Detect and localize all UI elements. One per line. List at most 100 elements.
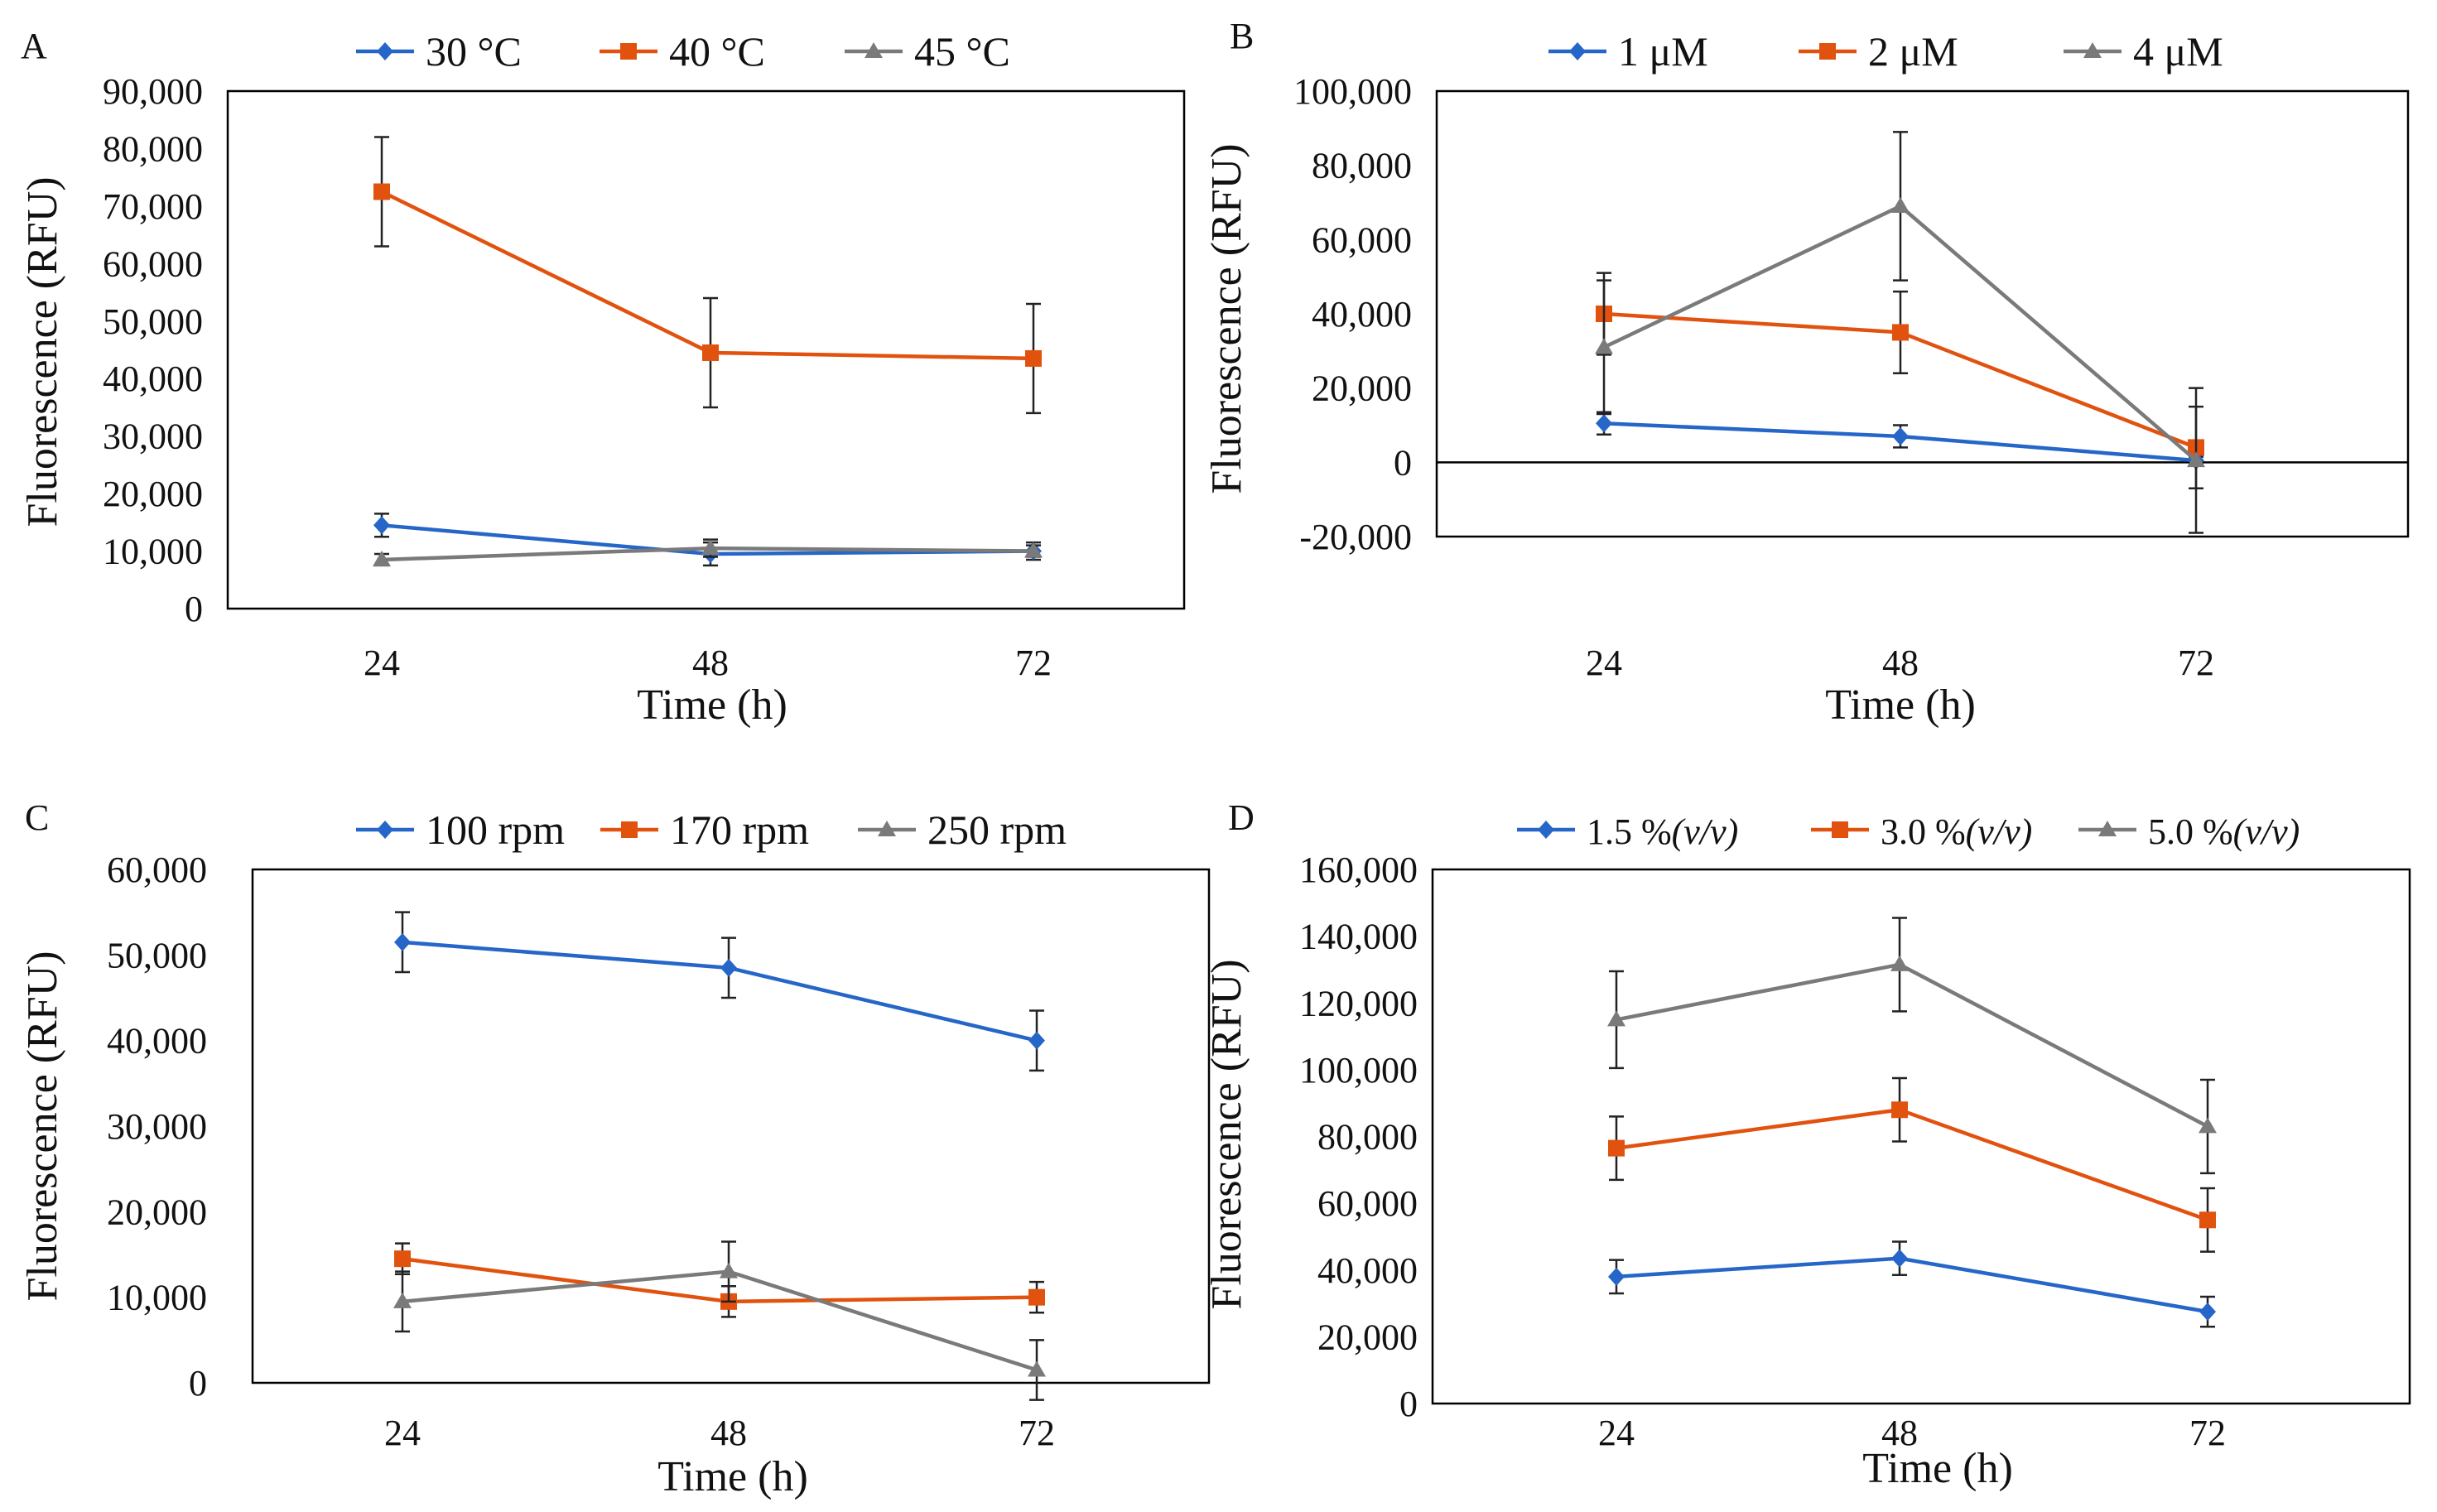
legend-item-3: 45 °C <box>845 28 1010 75</box>
legend-marker <box>2098 821 2117 836</box>
legend-item-2: 170 rpm <box>600 807 809 853</box>
y-tick-label: 20,000 <box>103 474 203 514</box>
plot-area-frame <box>251 868 1211 1384</box>
series-3 <box>1595 131 2205 534</box>
x-axis-title: Time (h) <box>1825 681 1976 729</box>
data-point <box>1890 955 1909 971</box>
data-point <box>2199 1303 2216 1322</box>
legend-item-3: 4 μM <box>2064 28 2223 75</box>
data-point <box>701 539 720 556</box>
legend-marker <box>1538 821 1554 839</box>
y-tick-label: 0 <box>1399 1384 1418 1424</box>
y-tick-label: 20,000 <box>1317 1317 1418 1357</box>
legend-marker <box>620 43 637 60</box>
x-axis-title: Time (h) <box>657 1453 808 1500</box>
legend-marker <box>865 42 883 58</box>
data-point <box>720 1262 738 1278</box>
y-tick-label: 30,000 <box>103 417 203 457</box>
legend-label: 1 μM <box>1618 28 1708 75</box>
series-2 <box>394 1242 1045 1318</box>
y-tick-label: 100,000 <box>1299 1050 1418 1091</box>
y-tick-label: 40,000 <box>1312 294 1412 335</box>
series-1 <box>394 911 1045 1072</box>
panel-a-label: A <box>21 26 47 66</box>
series-2 <box>1608 1076 2216 1253</box>
series-2 <box>1596 272 2204 489</box>
x-tick-label: 72 <box>2189 1413 2226 1453</box>
legend-label: 100 rpm <box>426 807 565 853</box>
legend-label: 1.5 %(v/v) <box>1587 811 1738 852</box>
x-tick-label: 48 <box>1882 643 1919 683</box>
series-line <box>381 190 1034 361</box>
legend-marker <box>377 821 393 839</box>
legend-marker <box>1569 42 1586 60</box>
legend-label: 2 μM <box>1868 28 1958 75</box>
x-tick-label: 24 <box>1586 643 1622 683</box>
y-tick-label: 140,000 <box>1299 917 1418 957</box>
data-point <box>702 344 719 361</box>
plot-area-frame <box>1435 89 2410 538</box>
x-tick-label: 72 <box>1019 1413 1055 1453</box>
data-point <box>373 550 391 566</box>
legend-item-2: 2 μM <box>1799 28 1958 75</box>
panel-d: D 0 20,000 40,000 60,000 80,000 100,000 120,00… <box>1203 797 2411 1492</box>
y-tick-label: 40,000 <box>107 1021 207 1062</box>
legend-item-2: 3.0 %(v/v) <box>1811 811 2032 852</box>
panel-c-label: C <box>25 797 49 838</box>
y-tick-label: 50,000 <box>103 301 203 342</box>
data-point <box>1891 1249 1908 1268</box>
plot-area-frame <box>226 89 1186 610</box>
data-point <box>2187 451 2205 468</box>
data-point <box>373 183 390 200</box>
y-tick-label: 60,000 <box>1312 219 1412 260</box>
x-tick-label: 72 <box>2178 643 2214 683</box>
legend-item-1: 30 °C <box>356 28 522 75</box>
legend-marker <box>1832 821 1848 838</box>
data-point <box>1025 349 1042 367</box>
legend-marker <box>2083 42 2102 58</box>
legend-item-1: 1 μM <box>1548 28 1708 75</box>
panel-c: C 0 10,000 20,000 30,000 40,000 50,000 60,000 2… <box>19 797 1211 1500</box>
data-point <box>1028 1288 1045 1306</box>
legend-label: 3.0 %(v/v) <box>1881 811 2032 852</box>
y-tick-label: 10,000 <box>103 532 203 572</box>
data-point <box>2199 1117 2217 1134</box>
data-point <box>393 1292 412 1308</box>
y-axis-title: Fluorescence (RFU) <box>1203 959 1250 1309</box>
data-point <box>720 958 737 977</box>
y-tick-label: 70,000 <box>103 186 203 227</box>
data-point <box>1596 414 1612 433</box>
data-point <box>394 1250 411 1268</box>
panel-b-label: B <box>1230 16 1254 56</box>
legend-marker <box>621 821 638 838</box>
x-tick-label: 24 <box>1598 1413 1635 1453</box>
series-3 <box>393 1240 1046 1401</box>
y-tick-label: 80,000 <box>1312 146 1412 186</box>
x-axis-title: Time (h) <box>1862 1445 2013 1492</box>
legend-label: 4 μM <box>2133 28 2223 75</box>
data-point <box>1892 324 1909 341</box>
legend-label: 30 °C <box>426 28 522 75</box>
x-axis-title: Time (h) <box>637 681 787 729</box>
data-point <box>1607 1010 1625 1027</box>
y-tick-label: 0 <box>185 589 203 629</box>
legend-item-3: 250 rpm <box>858 807 1067 853</box>
y-tick-label: 20,000 <box>107 1192 207 1232</box>
data-point <box>1028 1360 1046 1377</box>
series-3 <box>373 538 1043 567</box>
y-tick-label: 60,000 <box>1317 1183 1418 1224</box>
y-tick-label: 60,000 <box>107 850 207 890</box>
y-tick-label: 100,000 <box>1293 71 1412 112</box>
series-1 <box>1608 1240 2216 1328</box>
y-tick-label: 40,000 <box>1317 1250 1418 1291</box>
y-tick-label: 10,000 <box>107 1278 207 1318</box>
data-point <box>1608 1267 1625 1286</box>
legend-marker <box>377 42 393 60</box>
data-point <box>1028 1031 1045 1050</box>
data-point <box>2199 1211 2216 1229</box>
y-tick-label: 50,000 <box>107 935 207 975</box>
legend-suffix: (v/v) <box>1672 811 1739 852</box>
data-point <box>1891 196 1910 213</box>
y-axis-title: Fluorescence (RFU) <box>1203 143 1250 494</box>
